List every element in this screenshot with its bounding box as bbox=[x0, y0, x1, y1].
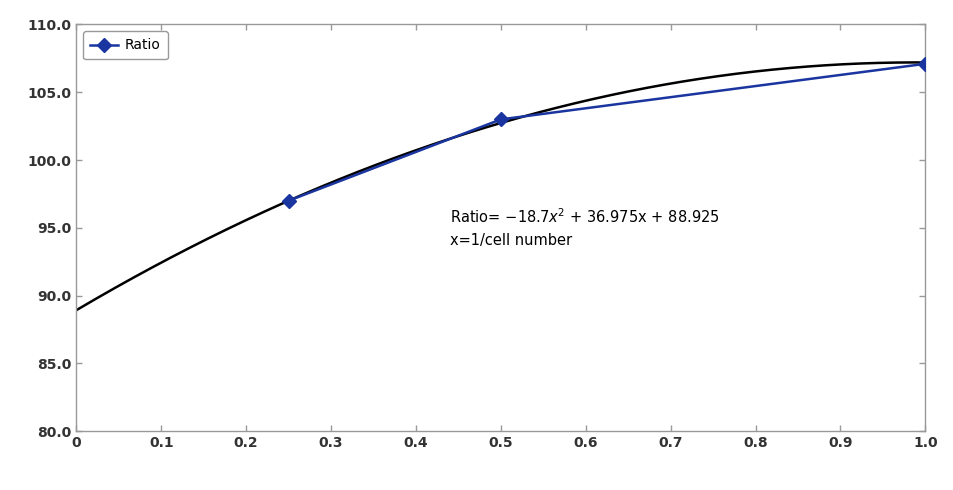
Ratio bbox=[495, 117, 506, 122]
Ratio bbox=[282, 198, 294, 204]
Text: Ratio= $-18.7x^{2}$ + 36.975x + 88.925
x=1/cell number: Ratio= $-18.7x^{2}$ + 36.975x + 88.925 x… bbox=[450, 207, 719, 248]
Line: Ratio: Ratio bbox=[283, 59, 929, 206]
Ratio bbox=[919, 61, 930, 67]
Legend: Ratio: Ratio bbox=[83, 31, 168, 59]
